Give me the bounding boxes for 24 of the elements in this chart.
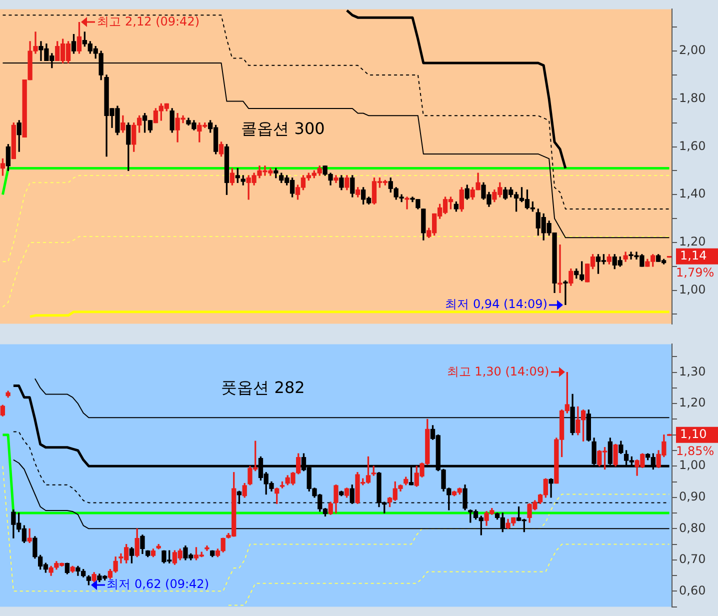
y-tick-label: 1,20 bbox=[679, 396, 706, 410]
y-tick-label: 1,20 bbox=[679, 234, 706, 249]
text: 1,79% bbox=[676, 265, 714, 280]
text: 1,10 bbox=[680, 426, 707, 441]
annotation: 최고 2,12 (09:42) bbox=[97, 14, 200, 28]
annotation: 최저 0,62 (09:42) bbox=[106, 577, 209, 592]
y-tick-label: 0,90 bbox=[679, 490, 706, 504]
annotation: 최저 0,94 (14:09) bbox=[445, 296, 548, 311]
y-tick-label: 2,00 bbox=[679, 43, 706, 58]
line-series bbox=[228, 544, 670, 606]
y-tick-label: 0,80 bbox=[679, 520, 706, 535]
y-tick-label: 0,60 bbox=[679, 583, 706, 598]
y-tick-label: 1,40 bbox=[679, 186, 706, 201]
text: 1,14 bbox=[680, 248, 707, 262]
y-tick-label: 1,80 bbox=[679, 91, 706, 106]
y-tick-label: 1,60 bbox=[679, 138, 706, 153]
y-tick-label: 1,30 bbox=[679, 364, 706, 378]
text: 풋옵션 282 bbox=[221, 378, 305, 398]
text: 콜옵션 300 bbox=[241, 119, 325, 138]
text: 1,85% bbox=[676, 444, 714, 458]
y-tick-label: 1,00 bbox=[679, 458, 706, 472]
annotation: 최고 1,30 (14:09) bbox=[446, 364, 550, 378]
y-tick-label: 1,00 bbox=[679, 282, 706, 296]
y-tick-label: 0,70 bbox=[679, 552, 706, 566]
